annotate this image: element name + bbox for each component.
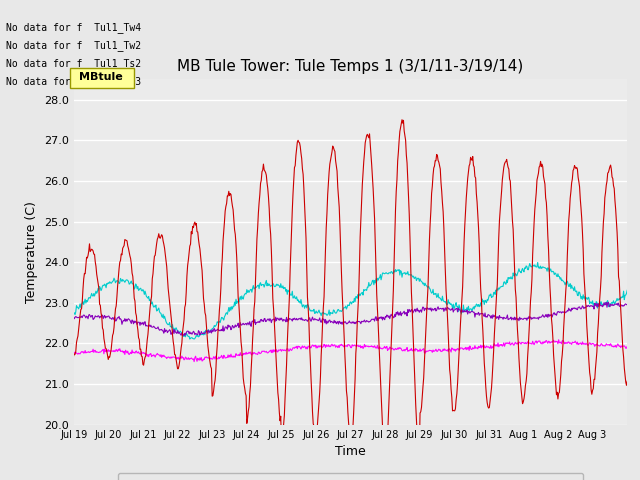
Legend: Tul1_Tw+10cm, Tul1_Ts-8cm, Tul1_Ts-16cm, Tul1_Ts-32cm: Tul1_Tw+10cm, Tul1_Ts-8cm, Tul1_Ts-16cm,… [118, 473, 583, 480]
Text: No data for f  Tul1_Tw2: No data for f Tul1_Tw2 [6, 40, 141, 51]
X-axis label: Time: Time [335, 445, 366, 458]
Y-axis label: Temperature (C): Temperature (C) [26, 201, 38, 303]
Text: MBtule: MBtule [79, 72, 122, 82]
Text: No data for f  Tul1_Ts2: No data for f Tul1_Ts2 [6, 58, 141, 69]
Text: No data for f  Tul1_Tw4: No data for f Tul1_Tw4 [6, 22, 141, 33]
Text: No data for f  Tul1_Ts3: No data for f Tul1_Ts3 [6, 76, 141, 87]
Title: MB Tule Tower: Tule Temps 1 (3/1/11-3/19/14): MB Tule Tower: Tule Temps 1 (3/1/11-3/19… [177, 59, 524, 74]
